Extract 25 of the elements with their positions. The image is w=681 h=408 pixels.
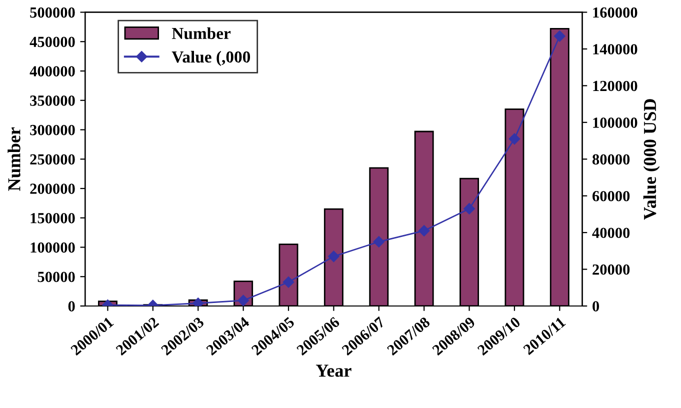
y2-tick-label: 20000 (592, 264, 630, 275)
x-axis-title: Year (316, 364, 352, 377)
y2-tick-label: 40000 (592, 228, 630, 238)
y-tick-label: 250000 (30, 154, 75, 165)
y2-tick-label: 100000 (593, 118, 638, 128)
y-tick-label: 150000 (30, 213, 75, 224)
y-tick-label: 500000 (30, 7, 75, 18)
y2-axis-title: Value (000 USD (643, 99, 660, 220)
y2-tick-label: 160000 (593, 7, 638, 18)
y-tick-label: 400000 (30, 66, 75, 76)
y-tick-label: 300000 (30, 124, 75, 136)
legend-label: Value (,000 (172, 50, 250, 66)
y2-tick-label: 120000 (593, 80, 638, 92)
y2-tick-label: 0 (592, 301, 600, 312)
y-tick-label: 50000 (38, 272, 75, 282)
y-tick-label: 100000 (30, 242, 75, 253)
y-tick-label: 350000 (30, 96, 75, 106)
y-axis-title: Number (8, 127, 20, 191)
y-tick-label: 200000 (30, 184, 75, 194)
y2-tick-label: 140000 (593, 44, 638, 54)
y-tick-label: 0 (68, 301, 75, 312)
y2-tick-label: 80000 (592, 154, 630, 165)
y-tick-label: 450000 (30, 36, 75, 48)
y2-tick-label: 60000 (592, 190, 630, 202)
legend-label: Number (172, 27, 231, 40)
